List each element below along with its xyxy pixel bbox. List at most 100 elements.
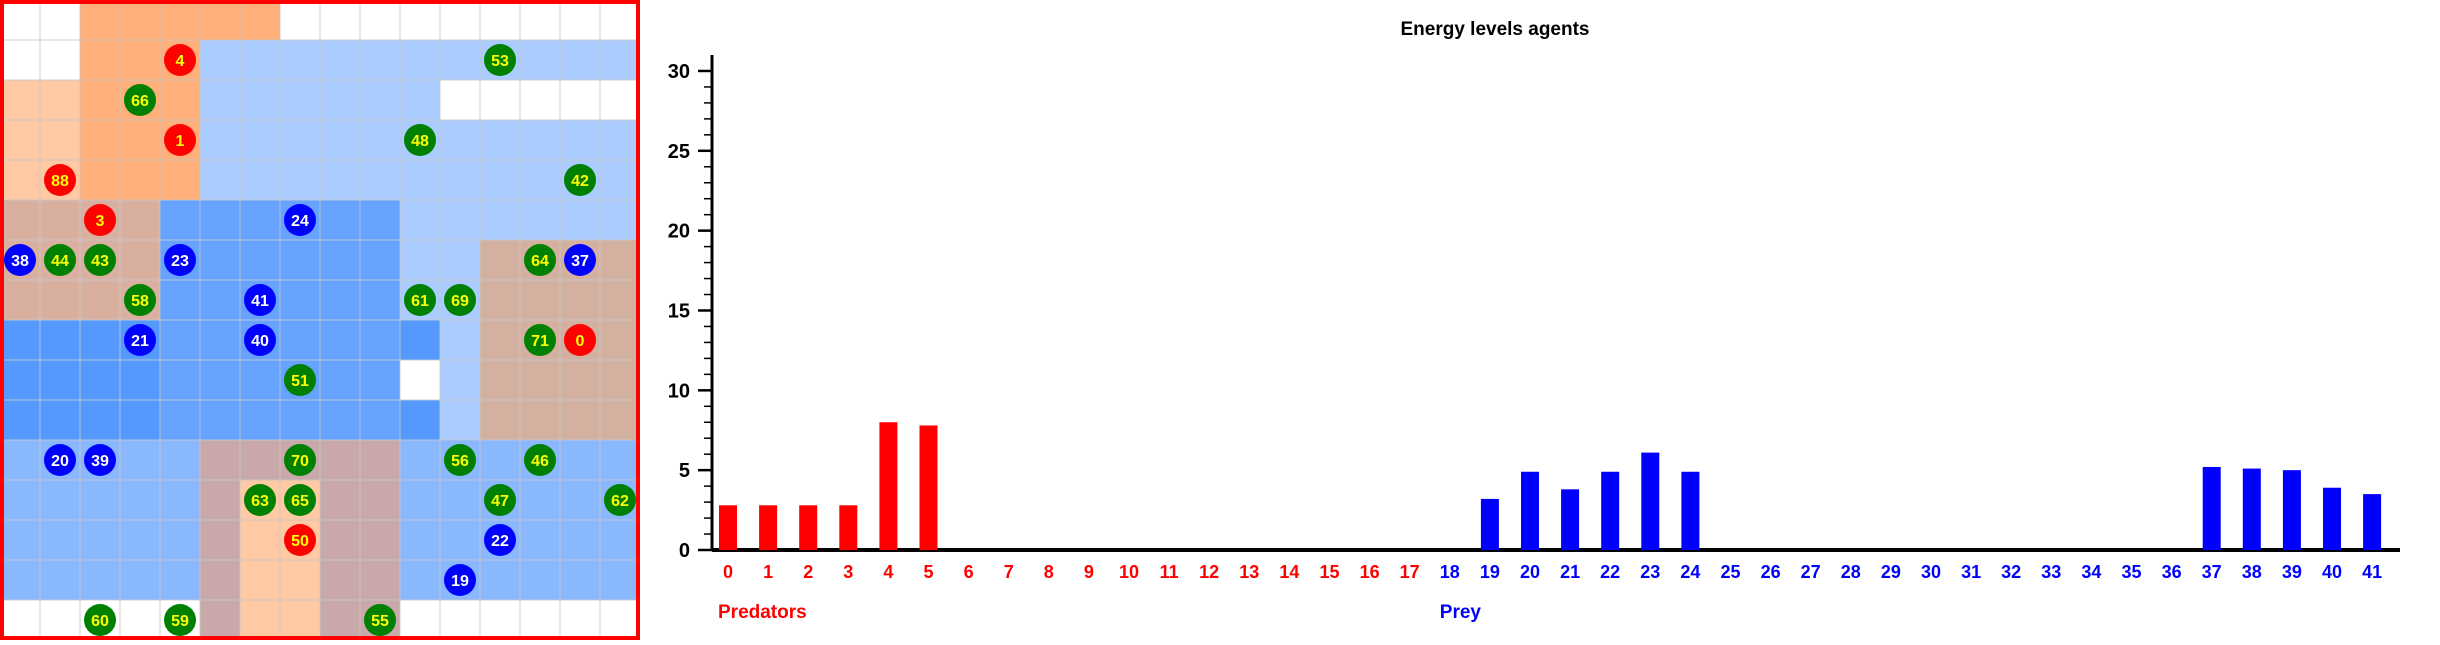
predator-agent-marker[interactable] [84,204,116,236]
x-tick-label: 4 [883,562,893,582]
prey-agent[interactable]: 38 [4,244,36,276]
x-tick-label: 38 [2242,562,2262,582]
food-agent[interactable]: 71 [524,324,556,356]
food-agent-marker[interactable] [444,444,476,476]
prey-agent[interactable]: 19 [444,564,476,596]
prey-agent-marker[interactable] [44,444,76,476]
predator-agent-marker[interactable] [284,524,316,556]
agent-id-label: 48 [411,133,429,150]
food-agent[interactable]: 59 [164,604,196,636]
prey-agent-marker[interactable] [244,284,276,316]
agent-id-label: 47 [491,493,509,510]
food-agent-marker[interactable] [524,244,556,276]
predator-agent[interactable]: 88 [44,164,76,196]
food-agent[interactable]: 47 [484,484,516,516]
y-tick-label: 10 [668,380,690,402]
food-agent-marker[interactable] [284,444,316,476]
prey-agent-marker[interactable] [484,524,516,556]
food-agent-marker[interactable] [524,324,556,356]
prey-agent[interactable]: 41 [244,284,276,316]
predator-agent[interactable]: 1 [164,124,196,156]
food-agent-marker[interactable] [404,284,436,316]
energy-bar [2202,466,2221,550]
food-agent-marker[interactable] [164,604,196,636]
food-agent-marker[interactable] [124,84,156,116]
grid-canvas[interactable]: 4 53 66 1 48 88 42 3 24 38 44 43 23 64 37 58 41 61 69 21 40 7… [0,0,641,641]
agent-id-label: 20 [51,453,69,470]
food-agent[interactable]: 46 [524,444,556,476]
food-agent-marker[interactable] [444,284,476,316]
food-agent[interactable]: 56 [444,444,476,476]
predator-agent-marker[interactable] [164,44,196,76]
food-agent-marker[interactable] [244,484,276,516]
food-agent[interactable]: 63 [244,484,276,516]
food-agent-marker[interactable] [484,484,516,516]
predator-agent[interactable]: 3 [84,204,116,236]
food-agent[interactable]: 69 [444,284,476,316]
energy-bar [759,505,778,550]
food-agent[interactable]: 53 [484,44,516,76]
prey-agent-marker[interactable] [84,444,116,476]
food-agent[interactable]: 44 [44,244,76,276]
food-agent[interactable]: 48 [404,124,436,156]
prey-agent-marker[interactable] [124,324,156,356]
food-agent[interactable]: 62 [604,484,636,516]
food-agent-marker[interactable] [44,244,76,276]
agent-id-label: 4 [176,53,185,70]
prey-agent[interactable]: 22 [484,524,516,556]
predator-agent[interactable]: 0 [564,324,596,356]
x-tick-label: 11 [1160,562,1179,582]
predator-agent[interactable]: 4 [164,44,196,76]
food-agent[interactable]: 70 [284,444,316,476]
grid-zone [440,80,640,120]
prey-agent-marker[interactable] [4,244,36,276]
food-agent[interactable]: 64 [524,244,556,276]
predator-agent-marker[interactable] [44,164,76,196]
agent-id-label: 50 [291,533,309,550]
x-tick-label: 20 [1520,562,1540,582]
prey-agent-marker[interactable] [284,204,316,236]
prey-agent-marker[interactable] [244,324,276,356]
food-agent[interactable]: 66 [124,84,156,116]
food-agent[interactable]: 65 [284,484,316,516]
food-agent[interactable]: 58 [124,284,156,316]
food-agent-marker[interactable] [484,44,516,76]
x-tick-label: 0 [723,562,733,582]
food-agent-marker[interactable] [84,604,116,636]
prey-agent[interactable]: 40 [244,324,276,356]
prey-agent-marker[interactable] [564,244,596,276]
food-agent-marker[interactable] [524,444,556,476]
prey-agent[interactable]: 37 [564,244,596,276]
food-agent[interactable]: 51 [284,364,316,396]
energy-bar [719,505,737,550]
food-agent[interactable]: 42 [564,164,596,196]
food-agent[interactable]: 55 [364,604,396,636]
prey-agent[interactable]: 20 [44,444,76,476]
predator-agent[interactable]: 50 [284,524,316,556]
food-agent-marker[interactable] [364,604,396,636]
food-agent[interactable]: 61 [404,284,436,316]
prey-agent[interactable]: 23 [164,244,196,276]
food-agent-marker[interactable] [124,284,156,316]
x-tick-label: 24 [1680,562,1700,582]
food-agent[interactable]: 60 [84,604,116,636]
food-agent[interactable]: 43 [84,244,116,276]
prey-agent-marker[interactable] [164,244,196,276]
x-tick-label: 21 [1560,562,1580,582]
prey-agent[interactable]: 24 [284,204,316,236]
predator-agent-marker[interactable] [564,324,596,356]
food-agent-marker[interactable] [604,484,636,516]
predator-agent-marker[interactable] [164,124,196,156]
group-label: Prey [1440,602,1482,623]
simulation-grid[interactable]: 4 53 66 1 48 88 42 3 24 38 44 43 23 64 37 58 41 61 69 21 40 7… [0,0,641,641]
energy-bar [1480,498,1499,550]
prey-agent[interactable]: 39 [84,444,116,476]
food-agent-marker[interactable] [84,244,116,276]
prey-agent[interactable]: 21 [124,324,156,356]
prey-agent-marker[interactable] [444,564,476,596]
food-agent-marker[interactable] [284,484,316,516]
food-agent-marker[interactable] [564,164,596,196]
agent-id-label: 0 [576,333,585,350]
food-agent-marker[interactable] [404,124,436,156]
food-agent-marker[interactable] [284,364,316,396]
